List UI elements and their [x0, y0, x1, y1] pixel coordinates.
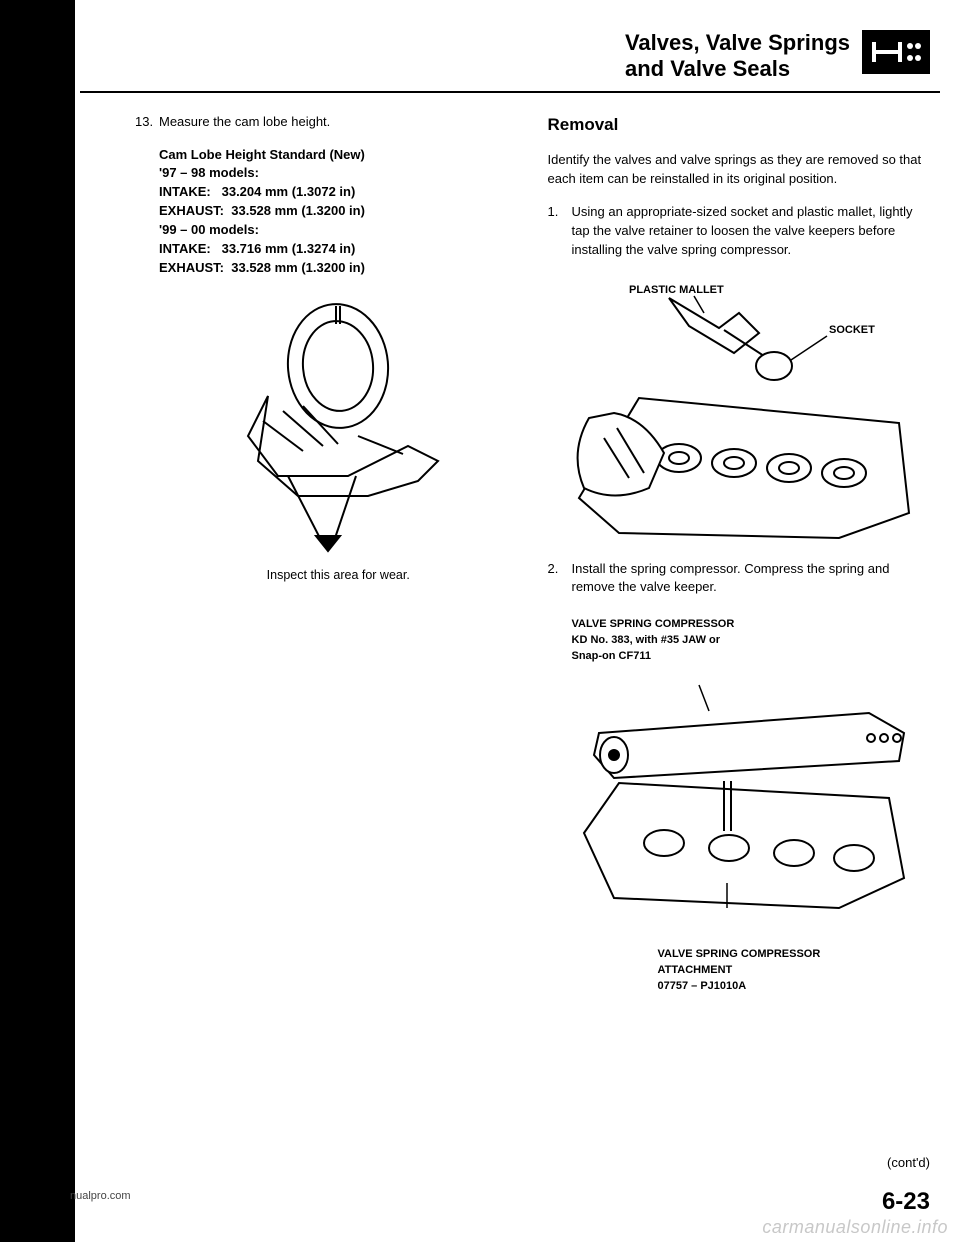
header-row: Valves, Valve Springs and Valve Seals: [80, 30, 940, 83]
fig2-bottom-label-block: VALVE SPRING COMPRESSOR ATTACHMENT 07757…: [658, 947, 931, 995]
mallet-socket-figure: PLASTIC MALLET SOCKET: [548, 278, 931, 548]
compressor-figure: [548, 683, 931, 943]
spec-group1-label: '97 – 98 models:: [159, 164, 518, 183]
title-line1: Valves, Valve Springs: [625, 30, 850, 55]
step-13: 13. Measure the cam lobe height. Cam Lob…: [135, 113, 518, 594]
mallet-label: PLASTIC MALLET: [629, 284, 724, 296]
spec-row: INTAKE: 33.716 mm (1.3274 in): [159, 240, 518, 259]
right-column: Removal Identify the valves and valve sp…: [548, 113, 941, 995]
intro-text: Identify the valves and valve springs as…: [548, 151, 931, 189]
attachment-text: ATTACHMENT: [658, 963, 931, 979]
left-column: 13. Measure the cam lobe height. Cam Lob…: [80, 113, 528, 995]
exhaust-value: 33.528 mm (1.3200 in): [231, 203, 365, 218]
intake-label: INTAKE:: [159, 184, 211, 199]
step-number: 1.: [548, 203, 572, 260]
exhaust-label: EXHAUST:: [159, 203, 224, 218]
spec-group2-label: '99 – 00 models:: [159, 221, 518, 240]
step-1: 1. Using an appropriate-sized socket and…: [548, 203, 931, 260]
spec-row: EXHAUST: 33.528 mm (1.3200 in): [159, 202, 518, 221]
spec-row: INTAKE: 33.204 mm (1.3072 in): [159, 183, 518, 202]
step-text: Measure the cam lobe height.: [159, 113, 518, 132]
step-body: Install the spring compressor. Compress …: [572, 560, 931, 598]
compressor-label: VALVE SPRING COMPRESSOR: [572, 617, 931, 633]
content-area: Valves, Valve Springs and Valve Seals: [80, 30, 940, 1222]
step-number: 2.: [548, 560, 572, 598]
intake-value: 33.204 mm (1.3072 in): [222, 184, 356, 199]
attachment-label: VALVE SPRING COMPRESSOR: [658, 947, 931, 963]
two-column-layout: 13. Measure the cam lobe height. Cam Lob…: [80, 113, 940, 995]
step-2: 2. Install the spring compressor. Compre…: [548, 560, 931, 598]
title-line2: and Valve Seals: [625, 56, 790, 81]
footer-source: nualpro.com: [70, 1190, 131, 1202]
spec-title: Cam Lobe Height Standard (New): [159, 146, 518, 165]
page: Valves, Valve Springs and Valve Seals: [0, 0, 960, 1242]
compressor-partno: KD No. 383, with #35 JAW or: [572, 633, 931, 649]
watermark: carmanualsonline.info: [762, 1217, 948, 1238]
header-divider: [80, 91, 940, 93]
socket-label: SOCKET: [829, 324, 875, 336]
continued-indicator: (cont'd): [887, 1155, 930, 1170]
binding-edge: [0, 0, 75, 1242]
page-number: 6-23: [882, 1188, 930, 1216]
attachment-partno: 07757 – PJ1010A: [658, 979, 931, 995]
page-title: Valves, Valve Springs and Valve Seals: [625, 30, 850, 83]
fig2-top-label-block: VALVE SPRING COMPRESSOR KD No. 383, with…: [572, 617, 931, 665]
step-number: 13.: [135, 113, 159, 594]
compressor-alt: Snap-on CF711: [572, 649, 931, 665]
step-body: Measure the cam lobe height. Cam Lobe He…: [159, 113, 518, 594]
camshaft-figure: [159, 296, 518, 556]
intake-label: INTAKE:: [159, 241, 211, 256]
spec-row: EXHAUST: 33.528 mm (1.3200 in): [159, 259, 518, 278]
exhaust-value: 33.528 mm (1.3200 in): [231, 260, 365, 275]
figure-caption: Inspect this area for wear.: [159, 566, 518, 584]
exhaust-label: EXHAUST:: [159, 260, 224, 275]
intake-value: 33.716 mm (1.3274 in): [222, 241, 356, 256]
brand-logo-icon: [862, 30, 930, 74]
section-title: Removal: [548, 113, 931, 138]
step-body: Using an appropriate-sized socket and pl…: [572, 203, 931, 260]
